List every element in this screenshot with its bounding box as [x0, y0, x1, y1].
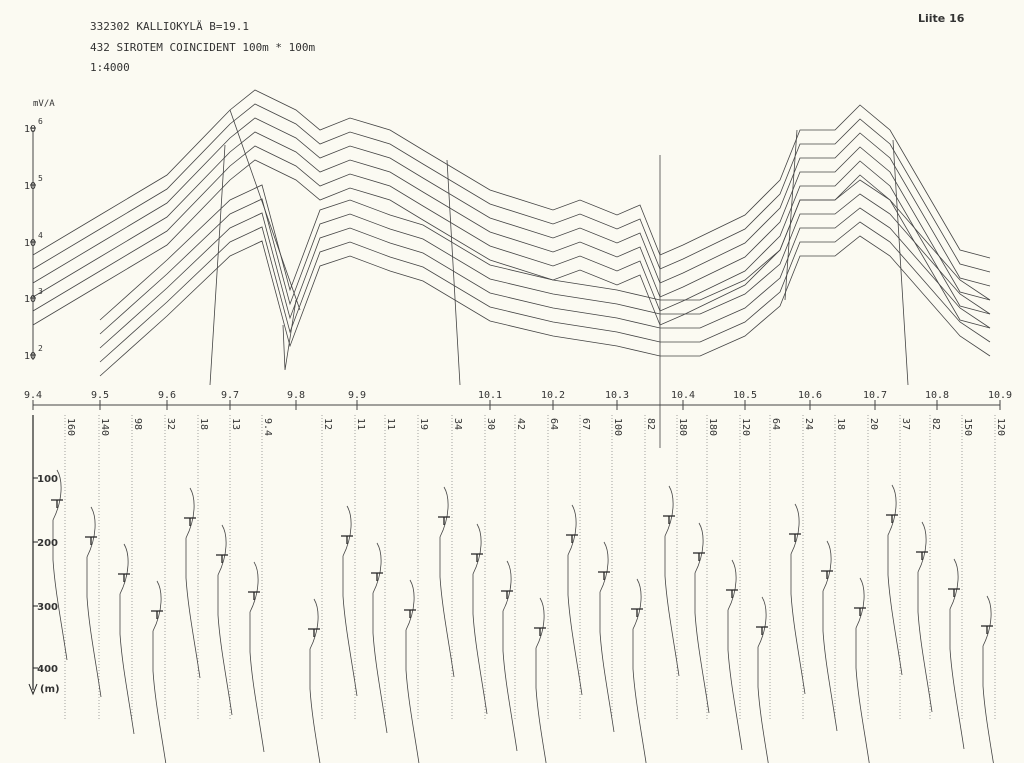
upper-tick-base: 10 [24, 294, 36, 305]
depth-unit: (m) [40, 684, 60, 695]
layer-marker [438, 516, 450, 525]
upper-tick-base: 10 [24, 238, 36, 249]
station-label: 9.6 [158, 390, 176, 401]
resistivity-label: 67 [580, 418, 591, 430]
station-label: 10.8 [925, 390, 949, 401]
layer-marker [216, 554, 228, 563]
lower-section: 160 140 98 32 18 13 9.4 12 11 11 19 34 30 42 64 67 100 82… [51, 415, 1006, 763]
layer-marker [566, 534, 578, 543]
upper-profiles [32, 89, 991, 448]
layer-marker [404, 609, 416, 618]
layer-marker [756, 626, 768, 635]
station-label: 9.7 [221, 390, 239, 401]
station-label: 9.5 [91, 390, 109, 401]
resistivity-label: 160 [65, 418, 76, 436]
upper-tick-exp: 4 [38, 231, 43, 240]
upper-axis-unit: mV/A [33, 99, 55, 109]
depth-label: 200 [37, 538, 58, 549]
layer-marker [151, 610, 163, 619]
layer-marker [948, 588, 960, 597]
station-label: 10.3 [605, 390, 629, 401]
resistivity-label: 82 [645, 418, 656, 430]
resistivity-label: 180 [677, 418, 688, 436]
depth-label: 100 [37, 474, 58, 485]
resistivity-label: 11 [355, 418, 366, 430]
depth-label: 400 [37, 664, 58, 675]
depth-label: 300 [37, 602, 58, 613]
upper-tick-exp: 6 [38, 117, 43, 126]
station-label: 10.2 [541, 390, 565, 401]
resistivity-label: 11 [385, 418, 396, 430]
resistivity-label: 19 [418, 418, 429, 430]
resistivity-label: 150 [962, 418, 973, 436]
resistivity-label: 180 [707, 418, 718, 436]
station-label: 10.5 [733, 390, 757, 401]
layer-marker [371, 572, 383, 581]
resistivity-label: 42 [515, 418, 526, 430]
station-label: 9.4 [24, 390, 42, 401]
layer-marker [471, 553, 483, 562]
layer-marker [184, 517, 196, 526]
layer-marker [916, 551, 928, 560]
layer-marker [631, 608, 643, 617]
resistivity-label: 13 [230, 418, 241, 430]
layer-marker [308, 628, 320, 637]
layer-marker [726, 589, 738, 598]
layer-marker [821, 570, 833, 579]
resistivity-label: 140 [99, 418, 110, 436]
upper-tick-exp: 3 [38, 287, 43, 296]
station-label: 10.7 [863, 390, 887, 401]
layer-marker [118, 573, 130, 582]
layer-marker [854, 607, 866, 616]
upper-tick-exp: 5 [38, 174, 43, 183]
layer-marker [598, 571, 610, 580]
station-label: 10.1 [478, 390, 502, 401]
layer-marker [85, 536, 97, 545]
resistivity-label: 34 [452, 418, 463, 430]
upper-tick-exp: 2 [38, 344, 43, 353]
resistivity-label: 9.4 [262, 418, 273, 436]
upper-tick-base: 10 [24, 181, 36, 192]
station-label: 9.9 [348, 390, 366, 401]
resistivity-label: 24 [803, 418, 814, 430]
resistivity-label: 64 [770, 418, 781, 430]
layer-marker [51, 499, 63, 508]
resistivity-label: 120 [995, 418, 1006, 436]
layer-marker [341, 535, 353, 544]
resistivity-label: 20 [868, 418, 879, 430]
resistivity-label: 12 [322, 418, 333, 430]
resistivity-label: 18 [835, 418, 846, 430]
layer-marker [501, 590, 513, 599]
resistivity-label: 18 [198, 418, 209, 430]
subtitle: 432 SIROTEM COINCIDENT 100m * 100m [90, 41, 316, 54]
layer-marker [534, 627, 546, 636]
station-label: 9.8 [287, 390, 305, 401]
resistivity-label: 98 [132, 418, 143, 430]
title: 332302 KALLIOKYLÄ B=19.1 [90, 20, 249, 33]
layer-marker [248, 591, 260, 600]
layer-marker [693, 552, 705, 561]
upper-tick-base: 10 [24, 351, 36, 362]
resistivity-label: 37 [900, 418, 911, 430]
resistivity-label: 82 [930, 418, 941, 430]
layer-marker [886, 514, 898, 523]
resistivity-label: 120 [740, 418, 751, 436]
layer-marker [663, 515, 675, 524]
layer-marker [789, 533, 801, 542]
resistivity-label: 32 [165, 418, 176, 430]
upper-tick-base: 10 [24, 124, 36, 135]
resistivity-label: 100 [612, 418, 623, 436]
station-label: 10.6 [798, 390, 822, 401]
resistivity-label: 30 [485, 418, 496, 430]
station-label: 10.9 [988, 390, 1012, 401]
depth-arrow [28, 683, 38, 696]
station-label: 10.4 [671, 390, 695, 401]
appendix-label: Liite 16 [918, 12, 965, 25]
scale: 1:4000 [90, 61, 130, 74]
resistivity-label: 64 [548, 418, 559, 430]
layer-marker [981, 625, 993, 634]
